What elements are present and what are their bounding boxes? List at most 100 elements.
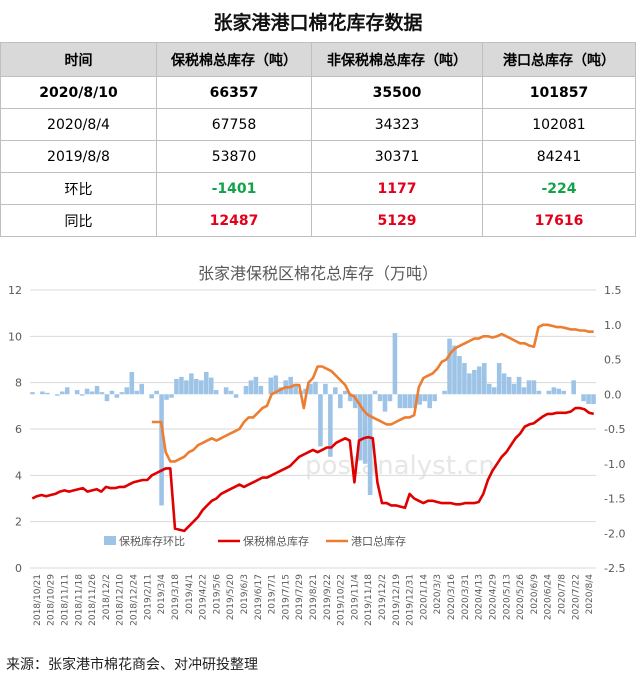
x-axis-tick-label: 2020/3/3 — [433, 574, 443, 614]
right-axis-tick-label: 1.5 — [604, 284, 622, 297]
x-axis-tick-label: 2019/6/17 — [254, 574, 264, 620]
row-label: 环比 — [0, 172, 157, 205]
change-bar — [367, 394, 373, 496]
change-bar — [248, 380, 254, 395]
watermark-text: postanalyst.cn — [305, 451, 495, 481]
change-bar — [328, 394, 333, 457]
table-row: 2019/8/8 53870 30371 84241 — [0, 140, 636, 173]
table-row: 2020/8/4 67758 34323 102081 — [0, 108, 636, 141]
cell-bonded: 53870 — [156, 140, 312, 173]
table-row: 同比 12487 5129 17616 — [0, 204, 636, 237]
x-axis-tick-label: 2019/11/18 — [364, 574, 374, 626]
x-axis-tick-label: 2019/7/15 — [281, 574, 291, 620]
x-axis-tick-label: 2019/7/29 — [295, 574, 305, 620]
x-axis-tick-label: 2020/1/14 — [419, 574, 429, 620]
cell-bonded: 12487 — [156, 204, 312, 237]
x-axis-tick-label: 2019/10/22 — [337, 574, 347, 626]
change-bar — [556, 388, 562, 395]
change-bar — [501, 373, 507, 395]
change-bar — [526, 380, 532, 395]
change-bar — [377, 394, 383, 402]
change-bar — [467, 373, 472, 395]
change-bar — [40, 391, 45, 395]
table-row: 环比 -1401 1177 -224 — [0, 172, 636, 205]
x-axis-tick-label: 2020/7/22 — [571, 574, 581, 620]
cell-port-total: 102081 — [482, 108, 636, 141]
cell-port-total: -224 — [482, 172, 636, 205]
right-axis-tick-label: -1.5 — [604, 493, 625, 506]
right-axis-tick-label: 0.0 — [604, 388, 622, 401]
change-bar — [531, 380, 537, 395]
x-axis-tick-label: 2020/5/26 — [516, 574, 526, 620]
change-bar — [457, 356, 462, 395]
chart-title: 张家港保税区棉花总库存（万吨） — [198, 264, 438, 283]
change-bar — [129, 372, 135, 395]
change-bar — [104, 394, 110, 402]
cell-nonbonded: 34323 — [311, 108, 483, 141]
change-bar — [511, 383, 517, 395]
change-bar — [124, 387, 130, 395]
change-bar — [164, 394, 169, 400]
watermark-layer: postanalyst.cn — [305, 451, 495, 481]
change-bar — [402, 394, 408, 409]
change-bar — [591, 394, 596, 404]
cell-nonbonded: 1177 — [311, 172, 483, 205]
x-axis-tick-label: 2018/10/21 — [33, 574, 43, 626]
x-axis-tick-label: 2019/3/18 — [171, 574, 181, 620]
change-bar — [293, 383, 298, 395]
change-bar — [536, 390, 542, 395]
change-bar — [571, 380, 576, 395]
change-bar — [357, 394, 363, 461]
change-bar — [412, 394, 418, 409]
bonded-total-line — [31, 406, 595, 533]
x-axis-tick-label: 2019/12/31 — [406, 574, 416, 626]
legend-layer: 保税库存环比 保税棉总库存 港口总库存 — [104, 534, 406, 548]
cell-port-total: 84241 — [482, 140, 636, 173]
left-axis-tick-label: 8 — [15, 377, 22, 390]
x-axis-tick-label: 2018/11/26 — [88, 574, 98, 626]
change-bar — [313, 381, 318, 395]
legend-label: 保税库存环比 — [119, 534, 185, 548]
axis-layer: 0 2 4 6 8 10 12 -2.5 -2.0 -1.5 -1.0 -0.5 0.0 0.5 1.0 1.… — [8, 284, 625, 626]
change-bar — [84, 388, 90, 395]
header-bonded: 保税棉总库存（吨） — [156, 42, 312, 77]
cell-port-total: 17616 — [482, 204, 636, 237]
row-label: 2019/8/8 — [0, 140, 157, 173]
x-axis-tick-label: 2019/11/4 — [350, 574, 360, 620]
cell-nonbonded: 35500 — [311, 76, 483, 109]
source-note: 来源：张家港市棉花商会、对冲研投整理 — [6, 657, 258, 673]
change-bar — [99, 392, 105, 395]
x-axis-tick-label: 2020/6/24 — [544, 574, 554, 620]
change-bar — [109, 390, 115, 395]
change-bar — [233, 394, 239, 398]
change-bar — [134, 390, 140, 395]
x-axis-tick-label: 2019/3/4 — [157, 574, 167, 615]
inventory-table: 时间 保税棉总库存（吨） 非保税棉总库存（吨） 港口总库存（吨） 2020/8/… — [0, 42, 636, 237]
left-axis-tick-label: 12 — [8, 284, 22, 297]
change-bar — [174, 378, 179, 395]
cell-bonded: 67758 — [156, 108, 312, 141]
x-axis-tick-label: 2018/10/29 — [47, 574, 57, 626]
change-bar — [506, 376, 512, 395]
change-bar — [189, 373, 194, 395]
change-bar — [392, 333, 398, 395]
cell-nonbonded: 30371 — [311, 140, 483, 173]
x-axis-tick-label: 2019/5/6 — [212, 574, 222, 615]
change-bar — [491, 387, 497, 395]
left-axis-tick-label: 6 — [15, 423, 22, 436]
change-bar — [45, 392, 50, 395]
row-label: 2020/8/4 — [0, 108, 157, 141]
change-bar — [179, 376, 184, 395]
change-bar — [64, 387, 70, 395]
change-bar — [159, 394, 164, 506]
change-bar — [447, 338, 452, 395]
right-axis-tick-label: -0.5 — [604, 423, 625, 436]
cell-bonded: -1401 — [156, 172, 312, 205]
change-bar — [94, 385, 100, 395]
change-bar — [407, 394, 413, 409]
header-port-total: 港口总库存（吨） — [482, 42, 636, 77]
change-bar — [486, 383, 492, 395]
change-bar — [482, 362, 487, 395]
cell-bonded: 66357 — [156, 76, 312, 109]
inventory-chart: postanalyst.cn 0 2 4 6 8 10 12 -2.5 -2.0 -1.5 -1.0… — [0, 252, 636, 652]
